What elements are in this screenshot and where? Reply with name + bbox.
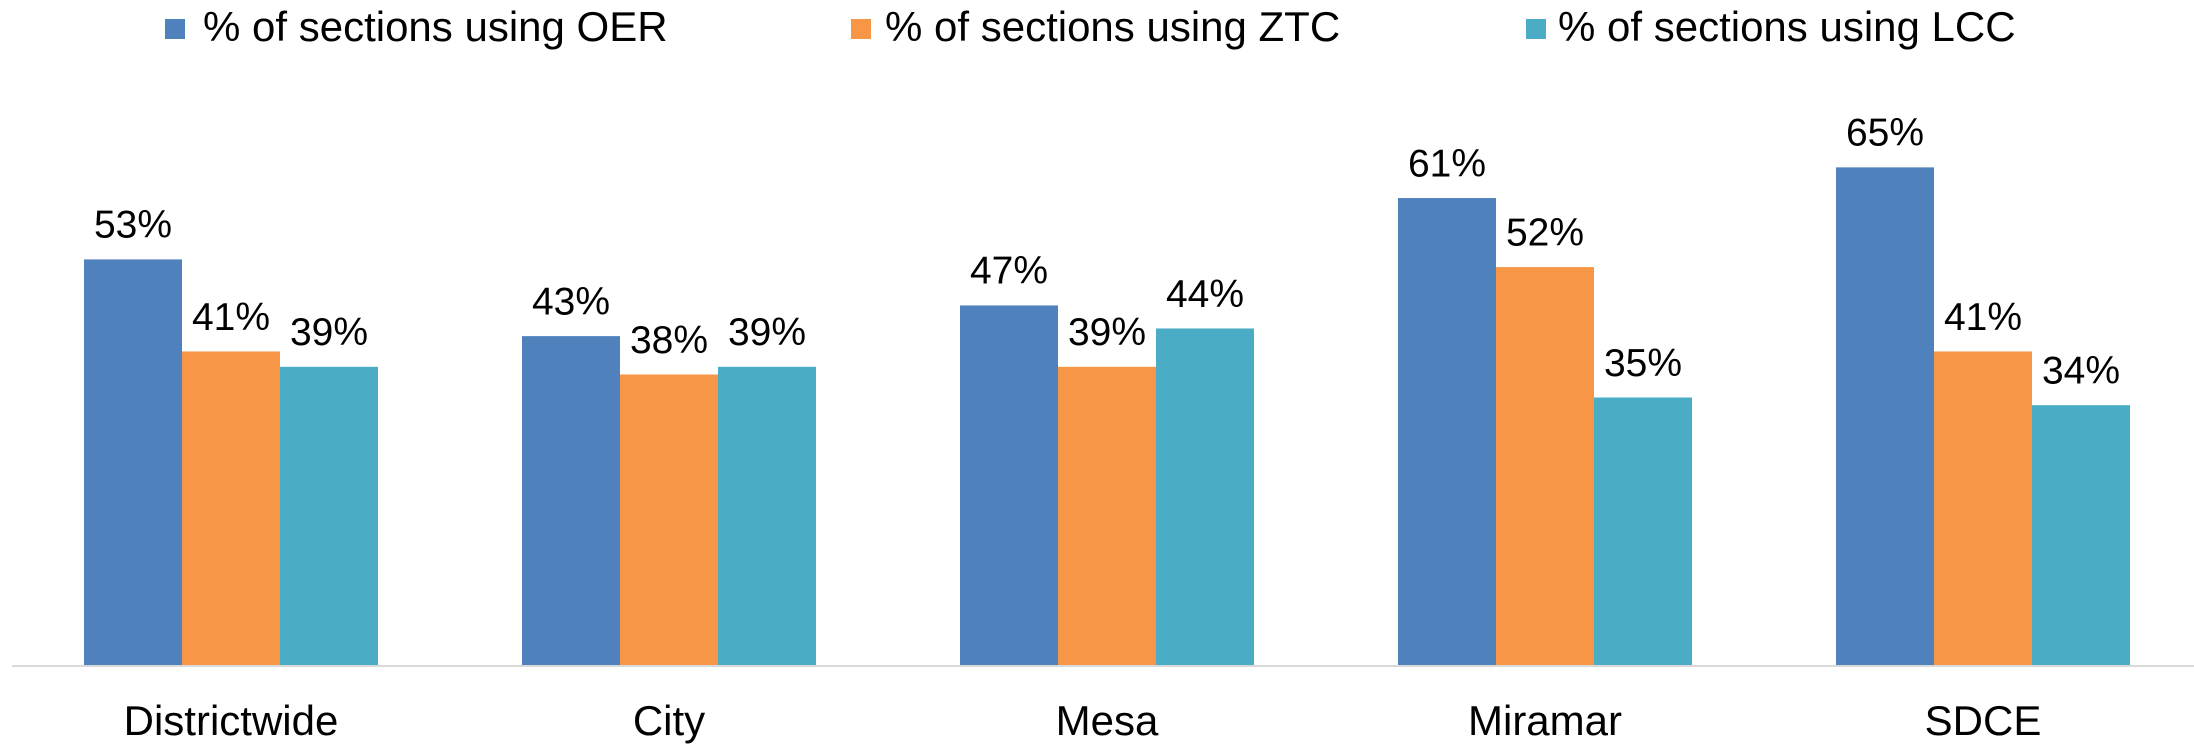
legend-swatch — [851, 19, 871, 39]
bar — [718, 366, 816, 666]
data-label: 47% — [970, 250, 1048, 293]
bar — [1398, 198, 1496, 667]
bar — [2032, 405, 2130, 666]
data-label: 39% — [290, 311, 368, 354]
legend-swatch — [165, 19, 185, 39]
bar — [280, 366, 378, 666]
data-label: 41% — [1944, 296, 2022, 339]
x-tick-label: City — [633, 697, 705, 744]
data-label: 61% — [1408, 142, 1486, 185]
legend-label: % of sections using ZTC — [885, 3, 1340, 50]
bar — [1934, 351, 2032, 666]
data-label: 35% — [1604, 342, 1682, 385]
bar — [84, 259, 182, 666]
data-label: 43% — [532, 280, 610, 323]
data-label: 44% — [1166, 273, 1244, 316]
x-tick-label: SDCE — [1925, 697, 2042, 744]
bar — [182, 351, 280, 666]
data-label: 65% — [1846, 112, 1924, 155]
bar — [522, 336, 620, 666]
x-tick-label: Mesa — [1056, 697, 1159, 744]
bar — [620, 374, 718, 666]
bar — [1156, 328, 1254, 666]
bar — [1058, 366, 1156, 666]
data-label: 52% — [1506, 211, 1584, 254]
bar — [1836, 167, 1934, 666]
data-label: 53% — [94, 204, 172, 247]
x-tick-label: Districtwide — [124, 697, 339, 744]
legend-label: % of sections using OER — [203, 3, 668, 50]
legend-swatch — [1526, 19, 1546, 39]
data-label: 41% — [192, 296, 270, 339]
data-label: 39% — [1068, 311, 1146, 354]
bar — [960, 305, 1058, 666]
data-label: 39% — [728, 311, 806, 354]
x-tick-label: Miramar — [1468, 697, 1622, 744]
data-label: 38% — [630, 319, 708, 362]
bar — [1594, 397, 1692, 666]
bar — [1496, 267, 1594, 666]
legend-label: % of sections using LCC — [1558, 3, 2016, 50]
data-label: 34% — [2042, 349, 2120, 392]
